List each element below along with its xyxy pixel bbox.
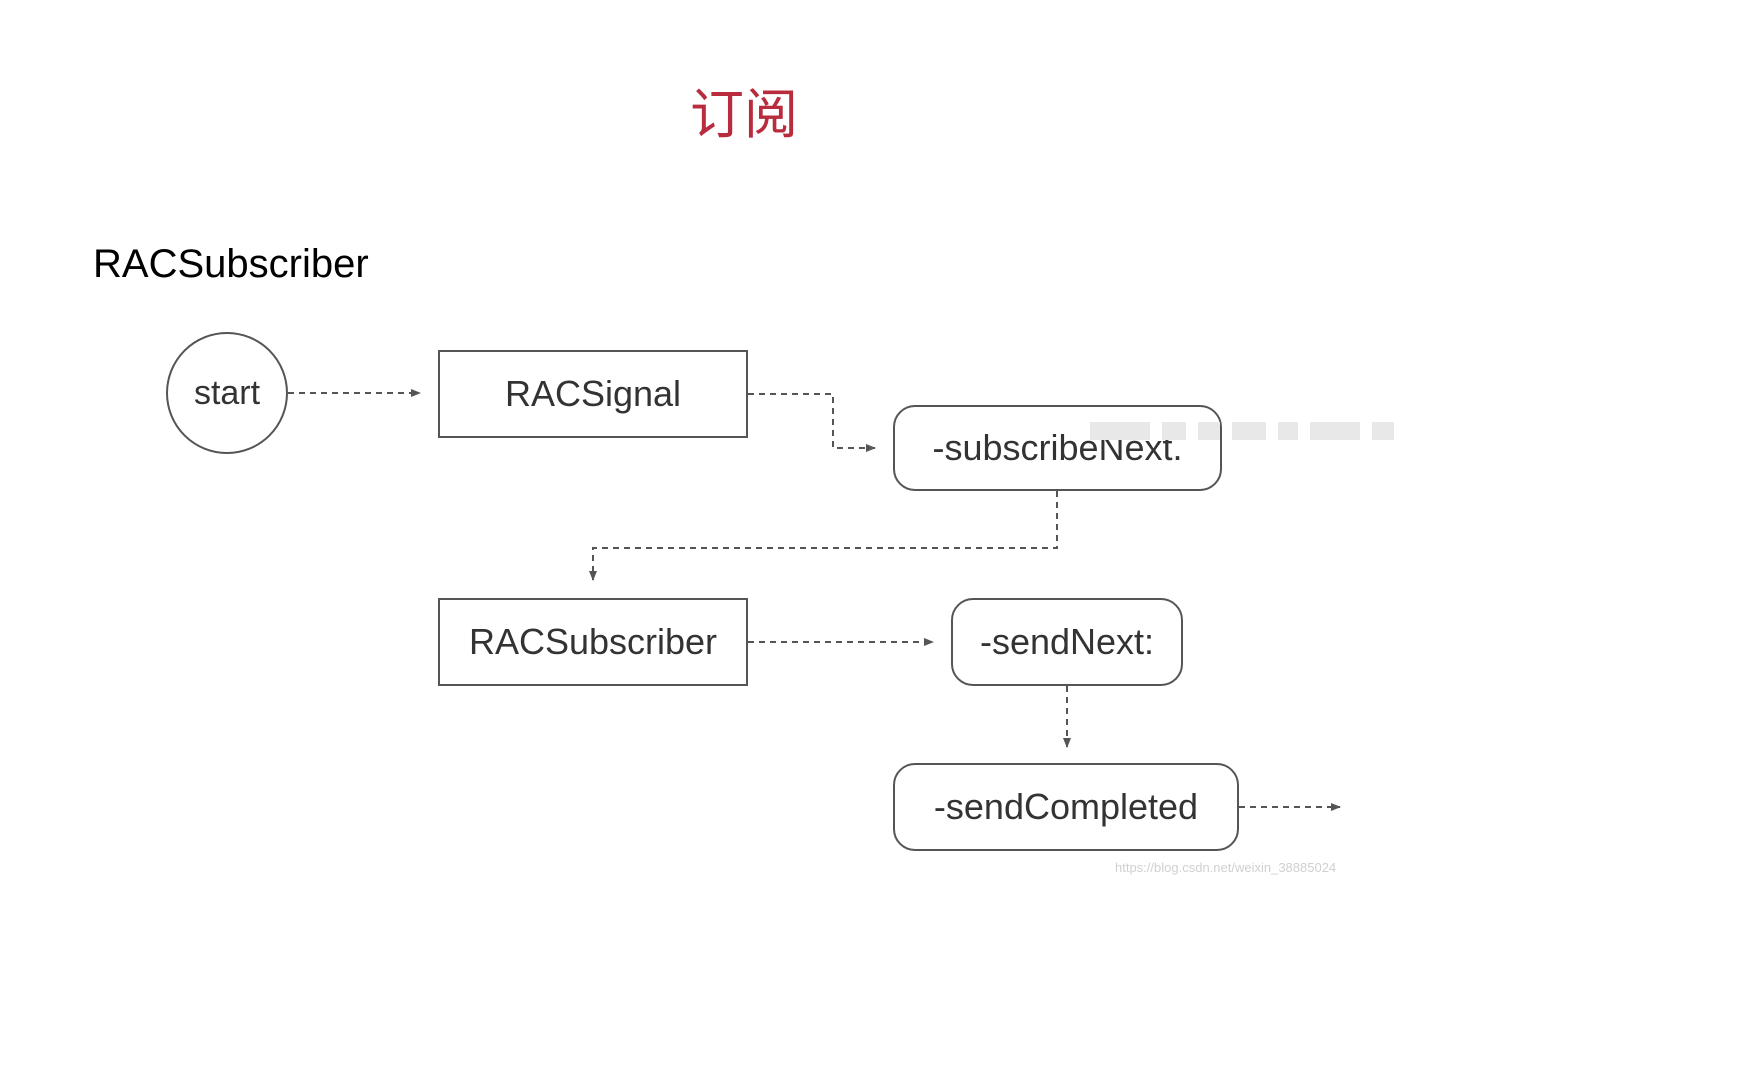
section-label: RACSubscriber — [93, 242, 369, 287]
watermark-block — [1090, 422, 1150, 440]
node-sendcompleted: -sendCompleted — [893, 763, 1239, 851]
node-sendnext: -sendNext: — [951, 598, 1183, 686]
node-start: start — [166, 332, 288, 454]
edges-layer — [0, 0, 1748, 1076]
node-subscribenext: -subscribeNext. — [893, 405, 1222, 491]
edge-subscribenext-racsubscriber — [593, 491, 1057, 580]
watermark-block — [1198, 422, 1220, 440]
edge-racsignal-subscribenext — [748, 394, 875, 448]
watermark-block — [1310, 422, 1360, 440]
watermark-block — [1278, 422, 1298, 440]
watermark-block — [1372, 422, 1394, 440]
watermark-blocks — [1090, 422, 1394, 440]
watermark-block — [1232, 422, 1266, 440]
watermark-block — [1162, 422, 1186, 440]
node-racsignal: RACSignal — [438, 350, 748, 438]
node-racsubscriber: RACSubscriber — [438, 598, 748, 686]
watermark-text: https://blog.csdn.net/weixin_38885024 — [1115, 860, 1336, 875]
diagram-title: 订阅 — [690, 70, 798, 149]
